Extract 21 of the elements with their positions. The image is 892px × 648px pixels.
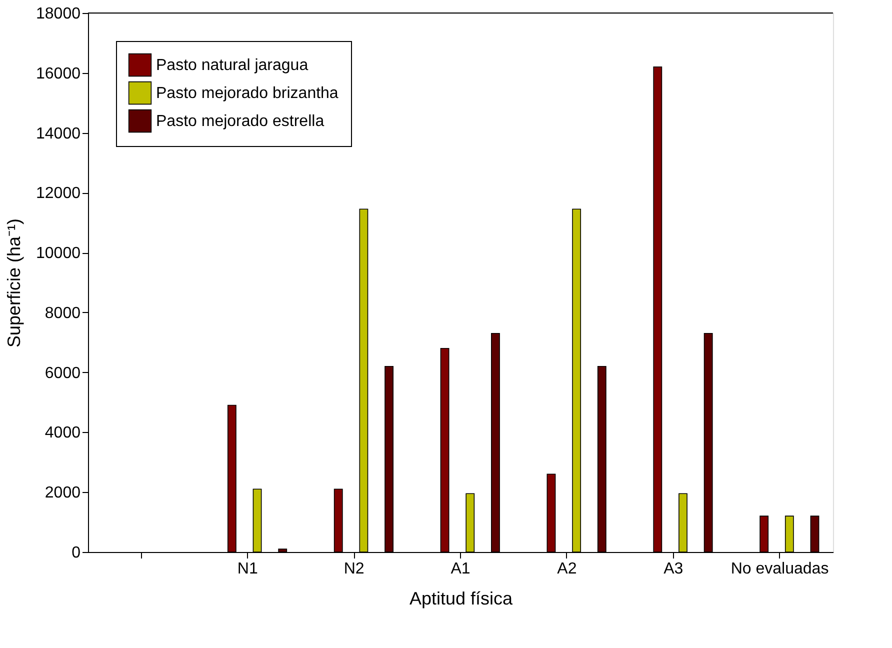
y-axis-title: Superficie (ha⁻¹): [4, 218, 24, 348]
y-tick-label: 6000: [44, 364, 81, 382]
y-tick-label: 0: [72, 544, 81, 562]
y-tick-label: 8000: [44, 304, 81, 322]
x-tick-label: A3: [664, 560, 684, 578]
x-tick-label: N1: [237, 560, 258, 578]
x-axis-title: Aptitud física: [409, 588, 514, 608]
y-tick-label: 16000: [36, 65, 81, 82]
legend-label: Pasto mejorado brizantha: [156, 85, 338, 102]
y-tick-label: 2000: [44, 484, 81, 502]
x-tick-label: A1: [450, 560, 470, 578]
y-tick-label: 18000: [36, 6, 81, 22]
x-tick-label: N2: [344, 560, 364, 578]
y-tick-label: 10000: [36, 245, 81, 262]
y-tick-label: 14000: [36, 125, 81, 142]
x-tick-label: No evaluadas: [730, 560, 829, 578]
y-tick-label: 12000: [36, 185, 81, 202]
y-tick-label: 4000: [44, 424, 81, 442]
x-tick-label: A2: [557, 560, 577, 578]
legend-label: Pasto mejorado estrella: [156, 113, 324, 130]
legend-label: Pasto natural jaragua: [156, 57, 308, 74]
